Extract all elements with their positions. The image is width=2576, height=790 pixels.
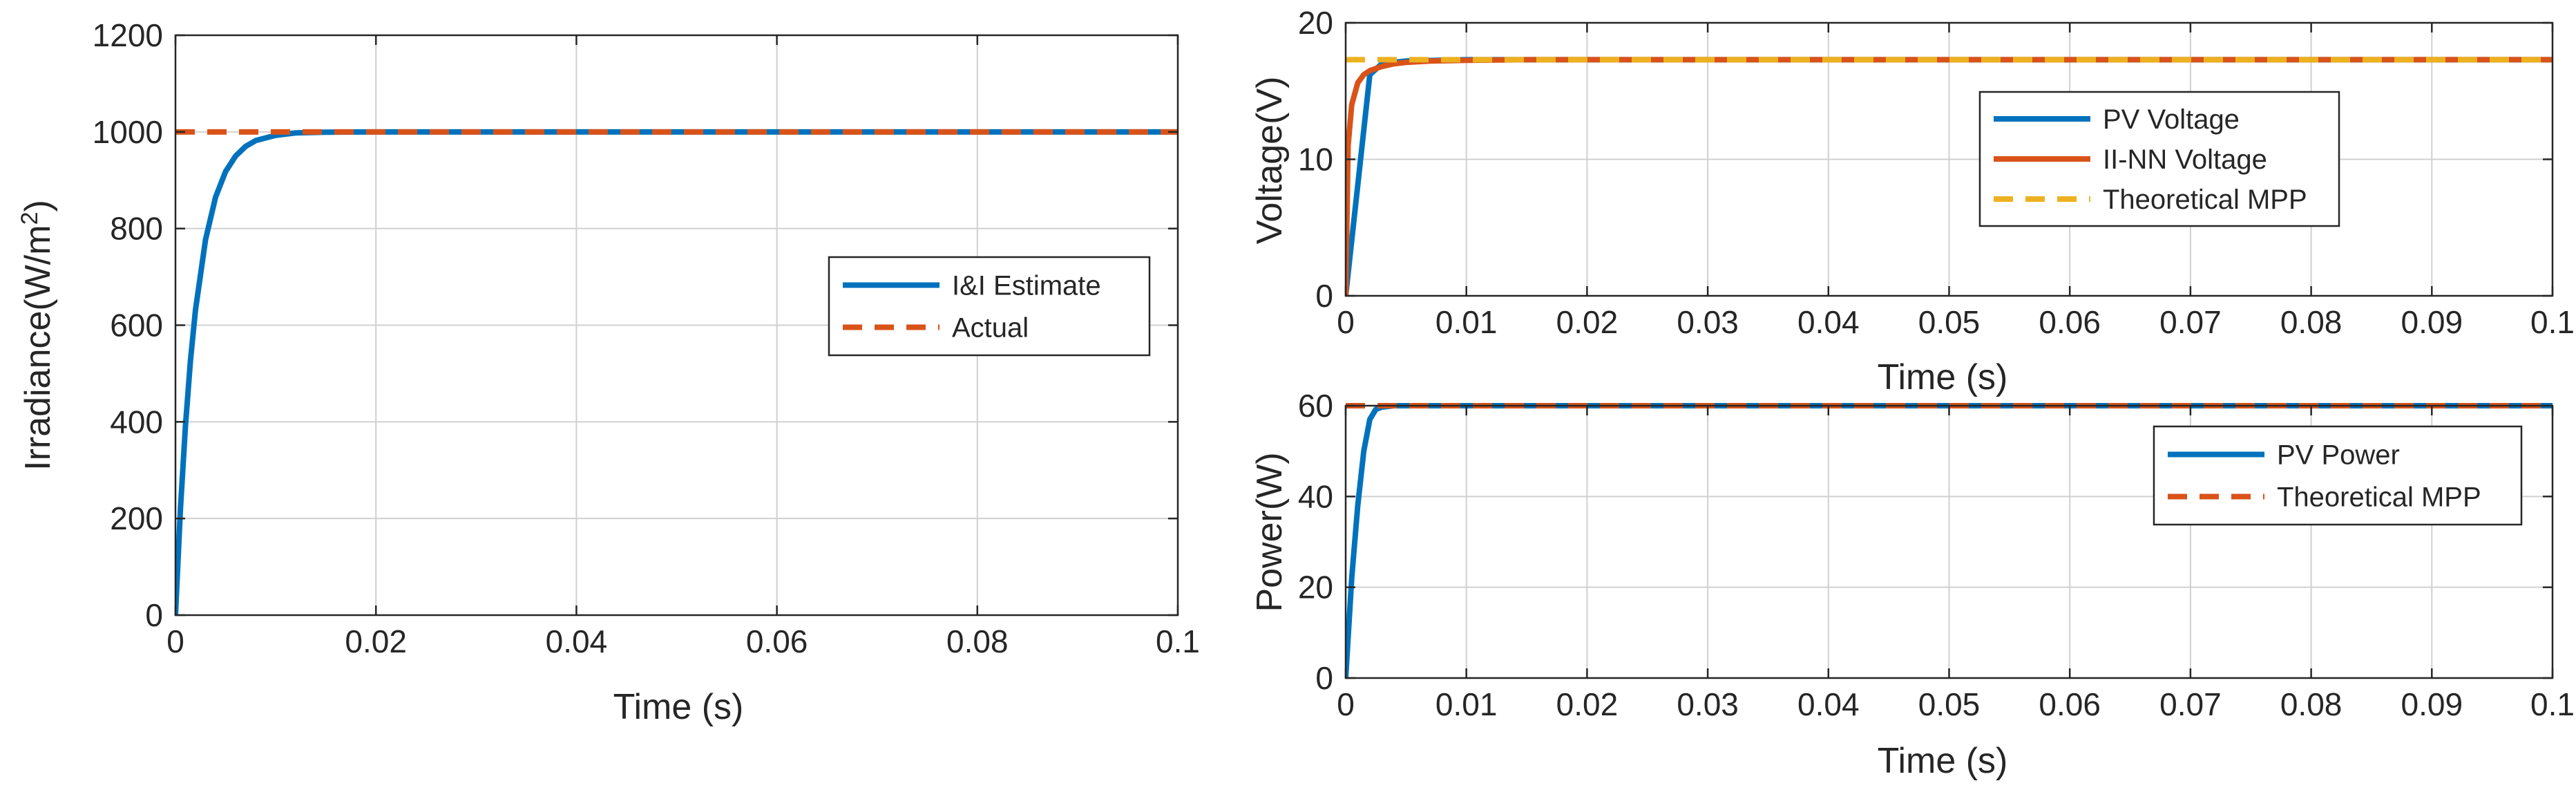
chart-voltage: Voltage(V) Time (s) 0 0.01 0.02 0.03 0.04 0.0… [1250,5,2575,397]
legend-label: PV Power [2277,440,2400,471]
ylabel-power: Power(W) [1250,452,1290,612]
x-tick-label: 0.09 [2401,304,2463,340]
ylabel-voltage: Voltage(V) [1250,77,1290,245]
x-tick-label: 0.03 [1677,304,1739,340]
chart-irradiance: Irradiance(W/m2) Time (s) 0 0.02 0.04 0.06 0… [17,17,1200,727]
x-tick-label: 0.01 [1435,304,1498,340]
y-tick-label: 800 [110,211,163,247]
x-tick-label: 0.04 [1797,304,1860,340]
plot-area-pow: 0 0.01 0.02 0.03 0.04 0.05 0.06 0.07 0.08 0.09 0.1… [1298,388,2575,722]
legend-box [2153,425,2523,526]
y-tick-label: 60 [1298,388,1333,424]
series-line-i-i-estimate [175,129,1178,616]
legend-pow: PV Power Theoretical MPP [2153,425,2523,526]
x-tick-label: 0.08 [2280,686,2343,722]
y-tick-label: 600 [110,308,163,344]
chart-power: Power(W) Time (s) 0 0.01 0.02 0.03 0.04 0.05 0… [1250,388,2575,781]
x-tick-label: 0.04 [1797,686,1860,722]
legend-label: Actual [952,313,1029,344]
x-tick-label: 0.02 [1556,304,1619,340]
x-tick-label: 0 [1337,686,1355,722]
legend-label: II-NN Voltage [2103,144,2267,175]
x-tick-label: 0.08 [946,623,1009,659]
legend-label: I&I Estimate [952,271,1101,301]
x-tick-label: 0.07 [2159,304,2222,340]
x-tick-label: 0.03 [1677,686,1739,722]
x-tick-label: 0.06 [2039,686,2101,722]
x-tick-label: 0 [166,623,184,659]
x-tick-label: 0.02 [345,623,407,659]
legend-label: Theoretical MPP [2103,185,2307,215]
x-tick-label: 0.1 [2530,686,2575,722]
y-tick-label: 0 [145,597,163,633]
y-tick-label: 20 [1298,5,1333,41]
x-tick-label: 0.06 [2039,304,2101,340]
ylabel-irradiance: Irradiance(W/m2) [17,200,58,471]
x-tick-label: 0.1 [1156,623,1200,659]
xlabel-voltage: Time (s) [1878,357,2008,397]
x-tick-label: 0.1 [2530,304,2575,340]
legend-irr: I&I Estimate Actual [828,256,1151,357]
y-tick-label: 0 [1315,660,1333,696]
xlabel-power: Time (s) [1878,741,2008,781]
x-tick-label: 0.08 [2280,304,2343,340]
series-line-ii-nn-voltage [1346,57,2553,297]
x-tick-label: 0 [1337,304,1355,340]
y-tick-label: 40 [1298,478,1333,514]
x-tick-label: 0.09 [2401,686,2463,722]
y-tick-label: 400 [110,404,163,440]
legend-label: Theoretical MPP [2277,482,2481,513]
x-tick-label: 0.05 [1918,304,1981,340]
legend-label: PV Voltage [2103,104,2240,135]
y-tick-label: 1200 [93,17,163,53]
legend-box [828,256,1151,357]
y-tick-label: 0 [1315,278,1333,314]
y-tick-label: 10 [1298,142,1333,178]
x-tick-label: 0.06 [746,623,808,659]
legend-volt: PV Voltage II-NN Voltage Theoretical MPP [1978,91,2340,227]
y-tick-label: 20 [1298,570,1333,605]
x-tick-label: 0.02 [1556,686,1619,722]
xlabel-irradiance: Time (s) [613,687,744,727]
x-tick-label: 0.07 [2159,686,2222,722]
y-tick-label: 200 [110,500,163,536]
y-tick-label: 1000 [93,114,163,150]
x-tick-label: 0.04 [546,623,608,659]
x-tick-label: 0.01 [1435,686,1498,722]
plot-area-volt: 0 0.01 0.02 0.03 0.04 0.05 0.06 0.07 0.08 0.09 0.1… [1298,5,2575,340]
x-tick-label: 0.05 [1918,686,1981,722]
plot-area-irr: 0 0.02 0.04 0.06 0.08 0.1 0 200 400 600 800 1000 120… [93,17,1200,659]
